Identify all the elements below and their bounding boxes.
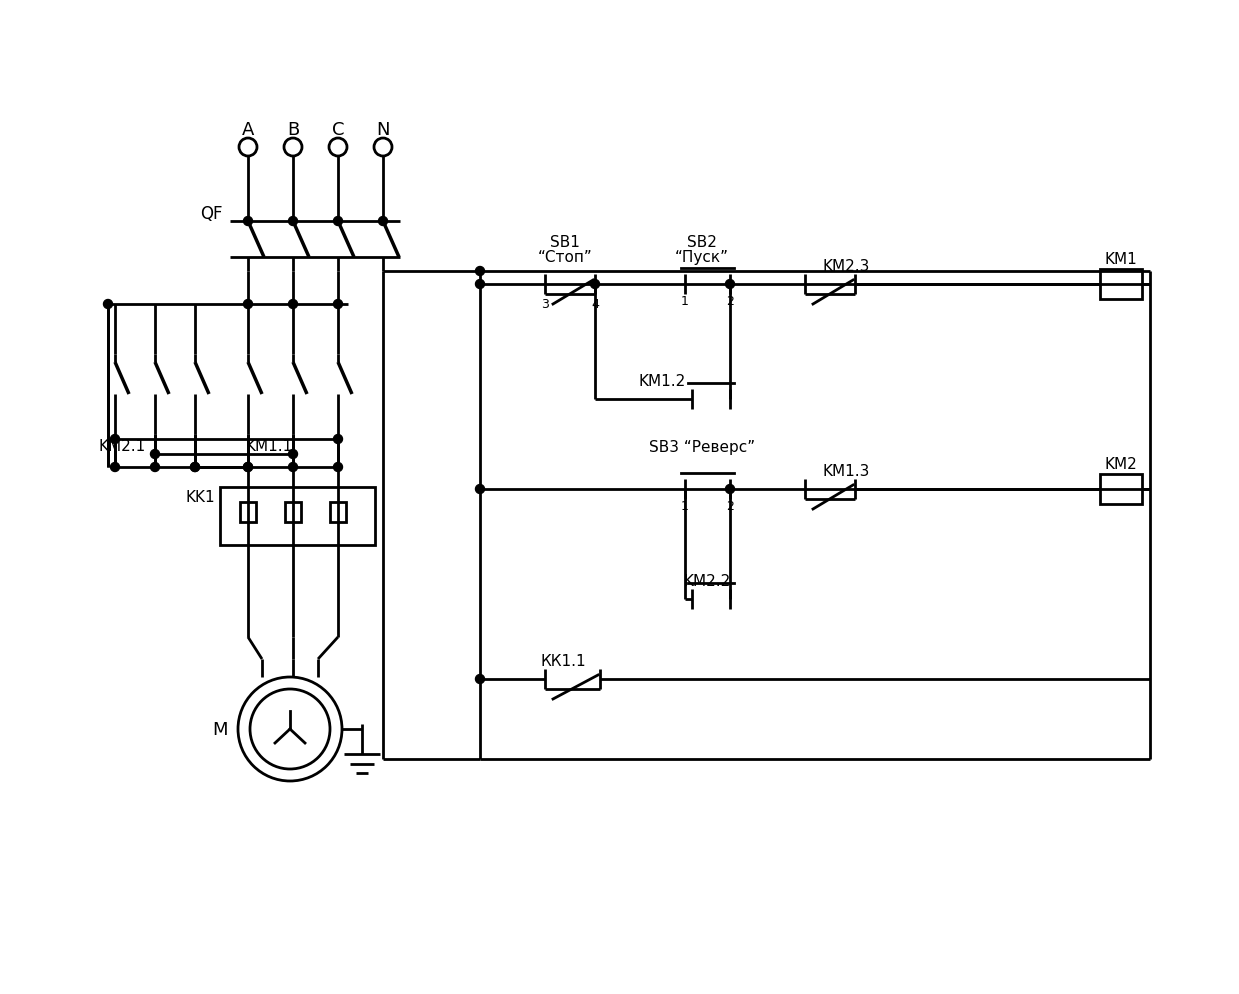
- Text: 2: 2: [726, 500, 733, 513]
- Text: KM1.2: KM1.2: [638, 374, 685, 389]
- Circle shape: [244, 218, 253, 227]
- Circle shape: [239, 139, 256, 157]
- Circle shape: [150, 450, 160, 459]
- Text: QF: QF: [199, 205, 223, 223]
- Circle shape: [244, 463, 253, 472]
- Circle shape: [476, 675, 484, 684]
- Text: SB2: SB2: [688, 236, 717, 250]
- Text: KM1: KM1: [1105, 252, 1137, 267]
- Circle shape: [238, 677, 342, 781]
- Text: 1: 1: [681, 295, 689, 308]
- Circle shape: [333, 463, 342, 472]
- Text: M: M: [212, 721, 228, 739]
- Circle shape: [150, 463, 160, 472]
- Circle shape: [726, 485, 735, 494]
- Text: KM2.2: KM2.2: [684, 574, 731, 588]
- Text: KM2: KM2: [1105, 457, 1137, 472]
- Circle shape: [110, 435, 119, 444]
- Circle shape: [191, 463, 199, 472]
- Circle shape: [289, 463, 297, 472]
- Circle shape: [330, 139, 347, 157]
- Circle shape: [333, 435, 342, 444]
- Circle shape: [104, 300, 113, 309]
- Text: KM2.3: KM2.3: [821, 259, 870, 274]
- Text: 1: 1: [681, 500, 689, 513]
- Text: KM1.3: KM1.3: [821, 464, 870, 479]
- Bar: [330, 503, 346, 523]
- Circle shape: [476, 485, 484, 494]
- Text: KM1.1: KM1.1: [245, 439, 292, 454]
- Circle shape: [191, 463, 199, 472]
- Circle shape: [378, 218, 388, 227]
- Text: 3: 3: [541, 298, 549, 311]
- Bar: [240, 503, 256, 523]
- Bar: [221, 487, 375, 546]
- Circle shape: [244, 300, 253, 309]
- Text: 4: 4: [591, 298, 598, 311]
- Circle shape: [289, 218, 297, 227]
- Text: A: A: [242, 121, 254, 139]
- Circle shape: [374, 139, 392, 157]
- Text: “Пуск”: “Пуск”: [675, 250, 729, 265]
- Circle shape: [726, 280, 735, 289]
- Text: 2: 2: [726, 295, 733, 308]
- Text: B: B: [287, 121, 299, 139]
- Text: КК1.1: КК1.1: [540, 654, 586, 669]
- Text: N: N: [377, 121, 390, 139]
- Bar: [285, 503, 301, 523]
- Circle shape: [476, 280, 484, 289]
- Text: C: C: [332, 121, 344, 139]
- Text: KK1: KK1: [186, 490, 216, 505]
- Text: SB3 “Реверс”: SB3 “Реверс”: [649, 440, 755, 455]
- Circle shape: [333, 300, 342, 309]
- Circle shape: [284, 139, 302, 157]
- Circle shape: [289, 300, 297, 309]
- Text: KM2.1: KM2.1: [98, 439, 145, 454]
- Circle shape: [333, 218, 342, 227]
- Text: “Стоп”: “Стоп”: [538, 250, 592, 265]
- Circle shape: [110, 463, 119, 472]
- Circle shape: [591, 280, 600, 289]
- Circle shape: [250, 689, 330, 769]
- Bar: [1100, 474, 1142, 505]
- Circle shape: [289, 450, 297, 459]
- Text: SB1: SB1: [550, 236, 580, 250]
- Circle shape: [244, 463, 253, 472]
- Circle shape: [476, 267, 484, 276]
- Bar: [1100, 269, 1142, 300]
